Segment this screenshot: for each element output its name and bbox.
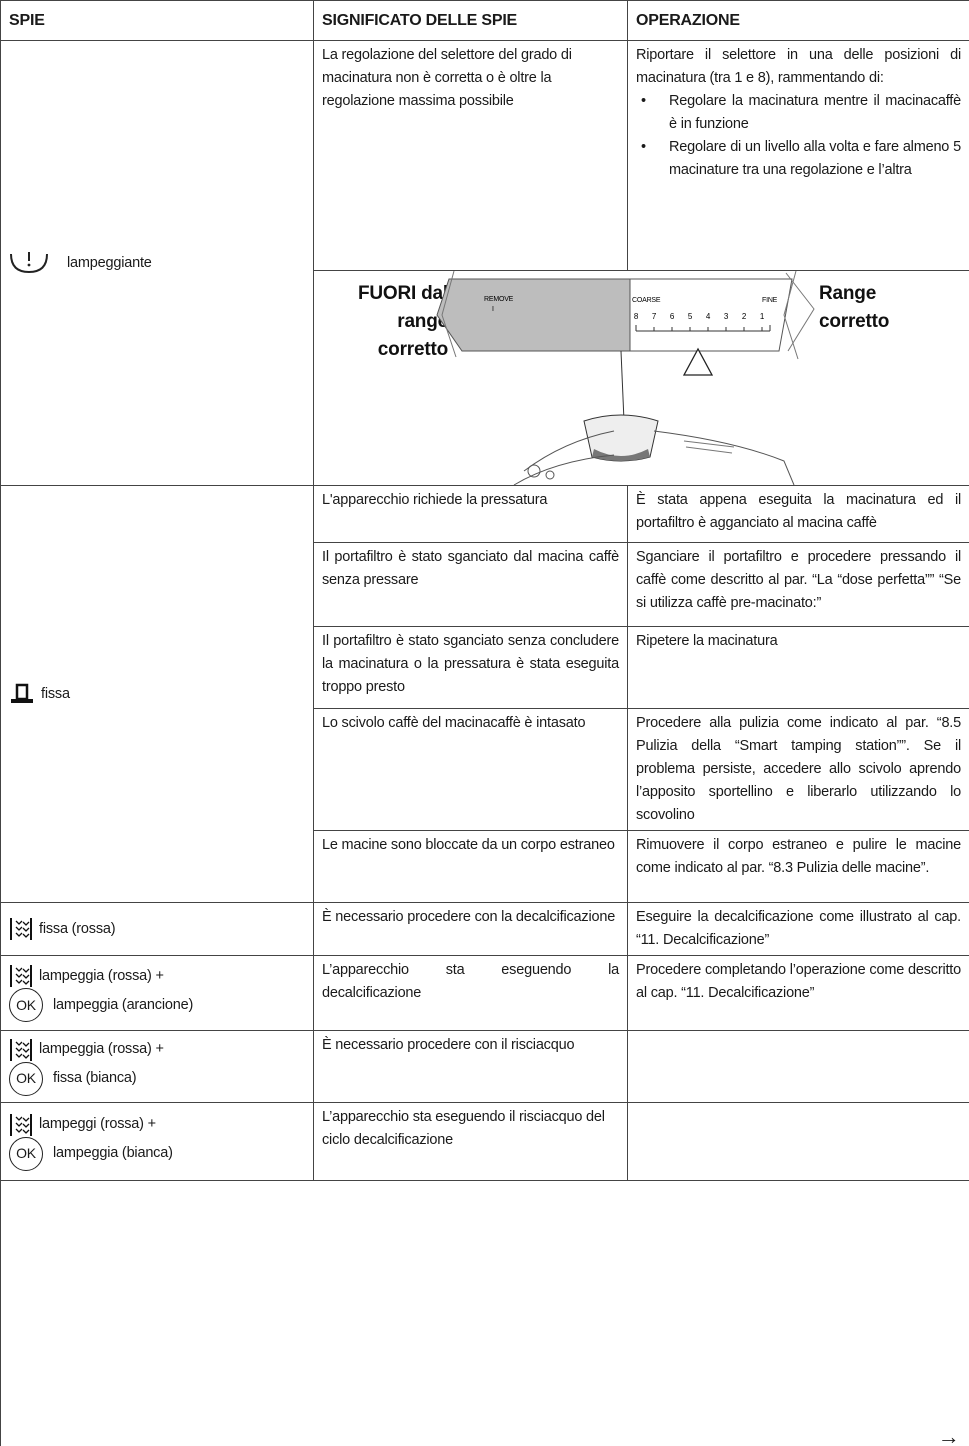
icon-part — [15, 920, 23, 925]
meaning-cell: L'apparecchio richiede la pressatura — [313, 485, 628, 543]
descale-icon — [10, 1113, 32, 1136]
figure-label: corretto — [378, 339, 448, 360]
operation-cell: Riportare il selettore in una delle posi… — [627, 40, 969, 271]
meaning-cell: Le macine sono bloccate da un corpo estr… — [313, 830, 628, 903]
indicator-text: fissa (bianca) — [53, 1070, 137, 1086]
icon-part — [15, 967, 23, 972]
operation-cell: Sganciare il portafiltro e procedere pre… — [627, 542, 969, 627]
icon-part — [15, 973, 23, 978]
icon-part — [22, 974, 30, 979]
dial-text: COARSE — [632, 297, 661, 304]
meaning-cell: È necessario procedere con la decalcific… — [313, 902, 628, 956]
operation-cell: Rimuovere il corpo estraneo e pulire le … — [627, 830, 969, 903]
icon-part — [15, 1053, 23, 1058]
indicator-text: lampeggiante — [67, 254, 152, 271]
descale-icon — [10, 1038, 32, 1061]
dial-text: I — [492, 306, 494, 313]
indicator-text: lampeggia (rossa) + — [39, 1041, 164, 1057]
meaning-cell: La regolazione del selettore del grado d… — [313, 40, 628, 271]
operation-cell: Eseguire la decalcificazione come illust… — [627, 902, 969, 956]
dial-number: 6 — [670, 312, 675, 321]
figure-label: range — [397, 311, 448, 332]
bullet: Regolare la macinatura mentre il macinac… — [636, 90, 961, 136]
grinder-figure: FUORI dal range corretto Range corretto … — [358, 271, 889, 485]
figure-cell: FUORI dal range corretto Range corretto … — [313, 270, 969, 486]
descale-icon — [10, 918, 32, 940]
tamper-icon — [11, 683, 33, 703]
dial-text: FINE — [762, 297, 778, 304]
indicator-cell: lampeggi (rossa) + OK lampeggia (bianca) — [0, 1102, 314, 1181]
icon-part — [22, 1117, 30, 1122]
icon-part — [22, 921, 30, 926]
icon-part — [22, 1042, 30, 1047]
figure-label: corretto — [819, 311, 889, 332]
indicator-text: lampeggia (rossa) + — [39, 967, 164, 984]
dial-number: 7 — [652, 312, 657, 321]
indicator-text: fissa — [41, 685, 70, 702]
dial-number: 5 — [688, 312, 693, 321]
icon-part — [22, 1054, 30, 1059]
indicator-cell: lampeggia (rossa) + OK lampeggia (arancion… — [0, 955, 314, 1031]
icon-part — [15, 979, 23, 984]
icon-part — [15, 1122, 23, 1127]
meaning-cell: Il portafiltro è stato sganciato dal mac… — [313, 542, 628, 627]
operation-cell: È stata appena eseguita la macinatura ed… — [627, 485, 969, 543]
header-cell: SPIE — [0, 0, 314, 41]
figure-label: FUORI dal — [358, 283, 448, 304]
meaning-cell: L’apparecchio sta eseguendo il risciacqu… — [313, 1102, 628, 1181]
icon-part — [15, 932, 23, 937]
dial-number: 3 — [724, 312, 729, 321]
icon-part — [22, 1129, 30, 1134]
operation-cell: Procedere alla pulizia come indicato al … — [627, 708, 969, 831]
icon-part — [22, 933, 30, 938]
icon-part — [15, 1128, 23, 1133]
ok-icon: OK — [9, 1136, 43, 1171]
icon-part — [22, 980, 30, 985]
meaning-cell: Il portafiltro è stato sganciato senza c… — [313, 626, 628, 709]
indicator-cell: fissa — [0, 485, 314, 903]
indicator-text: fissa (rossa) — [39, 920, 116, 937]
dial-text: REMOVE — [484, 296, 514, 303]
indicator-text: lampeggia (bianca) — [53, 1145, 173, 1161]
indicator-text: lampeggia (arancione) — [53, 996, 194, 1013]
operation-cell: Ripetere la macinatura — [627, 626, 969, 709]
dial-number: 8 — [634, 312, 639, 321]
meaning-cell: Lo scivolo caffè del macinacaffè è intas… — [313, 708, 628, 831]
icon-part — [22, 927, 30, 932]
dial-number: 4 — [706, 312, 711, 321]
warning-icon — [10, 252, 48, 274]
icon-part — [22, 1123, 30, 1128]
indicator-cell: fissa (rossa) — [0, 902, 314, 956]
icon-part — [15, 1047, 23, 1052]
header-cell: OPERAZIONE — [627, 0, 969, 41]
icon-part — [15, 1041, 23, 1046]
meaning-cell: È necessario procedere con il risciacquo — [313, 1030, 628, 1103]
operation-cell — [627, 1030, 969, 1103]
operation-intro: Riportare il selettore in una delle posi… — [636, 47, 961, 86]
continuation-cell: → — [0, 1180, 969, 1446]
icon-part — [15, 926, 23, 931]
indicator-cell: lampeggia (rossa) + OK fissa (bianca) — [0, 1030, 314, 1103]
figure-label: Range — [819, 283, 876, 304]
dial-number: 2 — [742, 312, 747, 321]
header-cell: SIGNIFICATO DELLE SPIE — [313, 0, 628, 41]
operation-cell — [627, 1102, 969, 1181]
dial-number: 1 — [760, 312, 765, 321]
next-arrow: → — [937, 1423, 960, 1446]
icon-part — [22, 968, 30, 973]
meaning-cell: L’apparecchio sta eseguendo la decalcifi… — [313, 955, 628, 1031]
indicator-cell: lampeggiante — [0, 40, 314, 486]
operation-cell: Procedere completando l’operazione come … — [627, 955, 969, 1031]
ok-icon: OK — [9, 1061, 43, 1096]
icon-part — [15, 1116, 23, 1121]
descale-icon — [10, 965, 32, 987]
icon-part — [22, 1048, 30, 1053]
ok-icon: OK — [9, 988, 43, 1022]
header-row: SPIE SIGNIFICATO DELLE SPIE OPERAZIONE — [0, 0, 969, 41]
indicator-text: lampeggi (rossa) + — [39, 1116, 156, 1132]
bullet: Regolare di un livello alla volta e fare… — [636, 136, 961, 182]
